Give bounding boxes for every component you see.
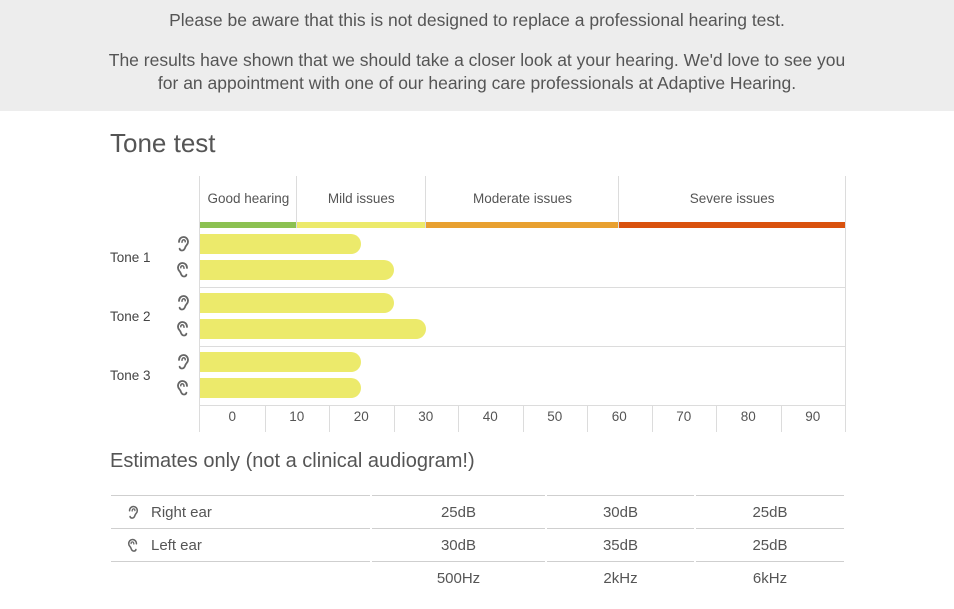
frequency-label: 2kHz (603, 569, 638, 587)
frequency-label: 500Hz (436, 569, 481, 587)
left-ear-icon (176, 262, 190, 278)
table-cell: 30dB (602, 503, 639, 521)
plot-left-border (199, 228, 200, 432)
x-tick-label: 80 (740, 409, 756, 424)
category-strip (200, 222, 297, 228)
plot-right-border (845, 228, 846, 432)
x-tick-label: 10 (289, 409, 305, 424)
left-ear-icon (119, 538, 145, 553)
bar-left-ear (200, 319, 426, 339)
category-strip (425, 222, 620, 228)
table-cell: 25dB (752, 503, 788, 521)
category-label: Moderate issues (472, 191, 573, 206)
row-label-text: Right ear (151, 503, 212, 521)
table-rule (696, 495, 844, 496)
category-strip (619, 222, 845, 228)
table-rule (372, 561, 545, 562)
group-separator (200, 346, 846, 347)
tick-line (522, 405, 524, 432)
tick-line (587, 405, 588, 432)
table-rule (547, 528, 694, 529)
category-divider (424, 176, 426, 228)
right-ear-icon (176, 295, 190, 311)
x-tick-label: 0 (228, 409, 236, 424)
table-rule (372, 528, 545, 529)
tick-line (329, 405, 330, 432)
right-ear-icon (176, 236, 190, 252)
right-ear-icon (119, 505, 145, 520)
table-row-label: Left ear (111, 529, 370, 561)
table-rule (547, 561, 694, 562)
x-tick-label: 90 (805, 409, 821, 424)
table-rule (547, 495, 694, 496)
tick-line (651, 405, 653, 432)
table-rule (111, 528, 370, 529)
bar-right-ear (200, 293, 394, 313)
x-tick-label: 40 (482, 409, 498, 424)
notice-disclaimer: Please be aware that this is not designe… (169, 10, 785, 30)
x-tick-label: 70 (676, 409, 692, 424)
group-separator (200, 405, 846, 406)
tick-line (716, 405, 717, 432)
tick-line (264, 405, 266, 432)
tick-line (458, 405, 459, 432)
table-rule (372, 495, 545, 496)
category-divider (618, 176, 620, 228)
row-label-text: Left ear (151, 536, 202, 554)
table-cell: 25dB (440, 503, 477, 521)
tone-label: Tone 2 (110, 309, 151, 324)
frequency-label: 6kHz (752, 569, 788, 587)
bar-left-ear (200, 378, 362, 398)
table-rule (696, 561, 844, 562)
table-rule (111, 561, 370, 562)
table-cell: 30dB (440, 536, 477, 554)
category-strip (296, 222, 426, 228)
category-label: Good hearing (207, 191, 290, 206)
table-rule (696, 528, 844, 529)
x-tick-label: 50 (547, 409, 563, 424)
table-cell: 35dB (602, 536, 639, 554)
category-divider (199, 176, 200, 228)
x-tick-label: 20 (353, 409, 369, 424)
table-rule (111, 495, 370, 496)
estimates-title: Estimates only (not a clinical audiogram… (110, 450, 475, 472)
right-ear-icon (176, 354, 190, 370)
left-ear-icon (176, 380, 190, 396)
bar-right-ear (200, 234, 362, 254)
table-cell: 25dB (752, 536, 788, 554)
x-tick-label: 30 (418, 409, 434, 424)
notice-recommendation: The results have shown that we should ta… (108, 50, 846, 93)
table-row-label: Right ear (111, 496, 370, 528)
group-separator (200, 287, 846, 288)
bar-left-ear (200, 260, 394, 280)
notice-banner: Please be aware that this is not designe… (0, 0, 954, 111)
category-label: Mild issues (327, 191, 395, 206)
tone-label: Tone 1 (110, 250, 151, 265)
x-tick-label: 60 (611, 409, 627, 424)
bar-right-ear (200, 352, 362, 372)
tone-test-title: Tone test (110, 128, 216, 158)
left-ear-icon (176, 321, 190, 337)
tone-label: Tone 3 (110, 368, 151, 383)
category-divider (295, 176, 297, 228)
tick-line (393, 405, 395, 432)
category-label: Severe issues (689, 191, 775, 206)
tick-line (780, 405, 782, 432)
category-divider (845, 176, 846, 228)
